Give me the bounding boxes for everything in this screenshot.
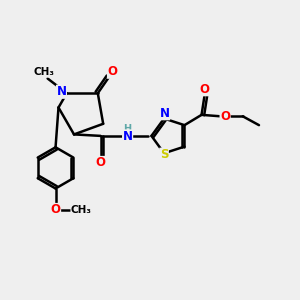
Text: H: H	[124, 124, 132, 134]
Text: CH₃: CH₃	[71, 205, 92, 215]
Text: O: O	[220, 110, 230, 123]
Text: N: N	[160, 107, 170, 120]
Text: O: O	[95, 157, 106, 169]
Text: O: O	[107, 65, 118, 78]
Text: O: O	[200, 83, 209, 96]
Text: S: S	[160, 148, 168, 161]
Text: CH₃: CH₃	[34, 67, 55, 77]
Text: N: N	[56, 85, 67, 98]
Text: N: N	[123, 130, 133, 143]
Text: O: O	[51, 203, 61, 217]
